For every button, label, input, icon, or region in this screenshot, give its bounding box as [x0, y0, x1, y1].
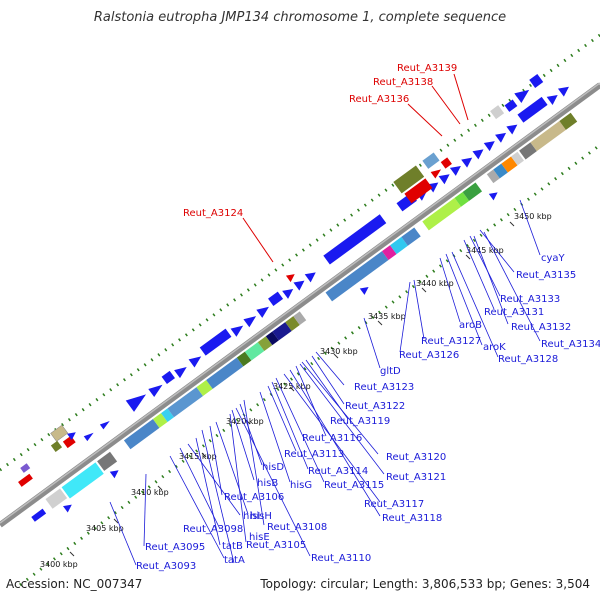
gene-label[interactable]: tatA — [224, 555, 245, 566]
tick-marks — [69, 221, 515, 557]
tick-labels: 3400 kbp 3405 kbp 3410 kbp 3415 kbp 3420… — [40, 212, 552, 569]
tick-label: 3435 kbp — [368, 312, 406, 321]
chromosome-backbone — [0, 82, 600, 528]
gene-label[interactable]: Reut_A3131 — [484, 307, 544, 318]
highlight-labels: Reut_A3139 Reut_A3138 Reut_A3136 Reut_A3… — [183, 63, 469, 263]
gene-label[interactable]: Reut_A3114 — [308, 466, 368, 477]
tick-label: 3420 kbp — [226, 417, 264, 426]
gene-label-texts: cyaY Reut_A3135 Reut_A3133 Reut_A3131 Re… — [136, 253, 600, 572]
gene-label[interactable]: Reut_A3108 — [267, 522, 327, 533]
gene-label[interactable]: hisG — [290, 480, 312, 491]
gene-label[interactable]: Reut_A3113 — [284, 449, 344, 460]
gene-label[interactable]: Reut_A3133 — [500, 294, 560, 305]
gene-label[interactable]: Reut_A3136 — [349, 94, 409, 105]
gene-label[interactable]: Reut_A3126 — [399, 350, 459, 361]
gene-label[interactable]: Reut_A3122 — [345, 401, 405, 412]
gene-label[interactable]: Reut_A3117 — [364, 499, 424, 510]
gene-label[interactable]: Reut_A3120 — [386, 452, 446, 463]
lower-gene-track — [31, 112, 578, 522]
gene-labels — [109, 199, 541, 566]
gene-label[interactable]: Reut_A3128 — [498, 354, 558, 365]
tick-label: 3410 kbp — [131, 488, 169, 497]
gene-label[interactable]: hisB — [257, 478, 278, 489]
tick-label: 3430 kbp — [320, 347, 358, 356]
tick-label: 3415 kbp — [179, 452, 217, 461]
gene-label[interactable]: gltD — [380, 366, 401, 377]
tick-label: 3400 kbp — [40, 560, 78, 569]
gene-label[interactable]: Reut_A3134 — [541, 339, 600, 350]
gene-label[interactable]: hisI — [243, 511, 260, 522]
gene-label[interactable]: aroK — [483, 342, 506, 353]
gene-label[interactable]: Reut_A3123 — [354, 382, 414, 393]
gene-label[interactable]: Reut_A3116 — [302, 433, 362, 444]
gene-label[interactable]: aroB — [459, 320, 482, 331]
gene-label[interactable]: Reut_A3105 — [246, 540, 306, 551]
accession-label: Accession: NC_007347 — [6, 577, 143, 591]
gene-label[interactable]: Reut_A3118 — [382, 513, 442, 524]
gene-label[interactable]: Reut_A3132 — [511, 322, 571, 333]
gene-label[interactable]: Reut_A3138 — [373, 77, 433, 88]
gene-label[interactable]: Reut_A3135 — [516, 270, 576, 281]
gene-label[interactable]: Reut_A3110 — [311, 553, 371, 564]
map-title: Ralstonia eutropha JMP134 chromosome 1, … — [93, 10, 507, 25]
tick-label: 3445 kbp — [466, 246, 504, 255]
genome-stats-label: Topology: circular; Length: 3,806,533 bp… — [260, 577, 590, 591]
gene-label[interactable]: hisE — [249, 532, 270, 543]
gene-label[interactable]: Reut_A3115 — [324, 480, 384, 491]
gene-label[interactable]: hisD — [262, 462, 284, 473]
gene-label[interactable]: Reut_A3139 — [397, 63, 457, 74]
tick-label: 3450 kbp — [514, 212, 552, 221]
gene-label[interactable]: Reut_A3121 — [386, 472, 446, 483]
gene-label[interactable]: Reut_A3098 — [183, 524, 243, 535]
tick-label: 3405 kbp — [86, 524, 124, 533]
gene-label[interactable]: Reut_A3119 — [330, 416, 390, 427]
tick-label: 3440 kbp — [416, 279, 454, 288]
gene-label[interactable]: tatB — [222, 541, 243, 552]
tick-label: 3425 kbp — [273, 382, 311, 391]
gene-label[interactable]: hisH — [250, 511, 272, 522]
gene-label[interactable]: Reut_A3095 — [145, 542, 205, 553]
upper-gene-track — [18, 73, 569, 487]
gene-label[interactable]: Reut_A3106 — [224, 492, 284, 503]
gene-label[interactable]: Reut_A3127 — [421, 336, 481, 347]
gene-label[interactable]: Reut_A3124 — [183, 208, 243, 219]
gene-label[interactable]: cyaY — [541, 253, 566, 264]
gene-label[interactable]: Reut_A3093 — [136, 561, 196, 572]
